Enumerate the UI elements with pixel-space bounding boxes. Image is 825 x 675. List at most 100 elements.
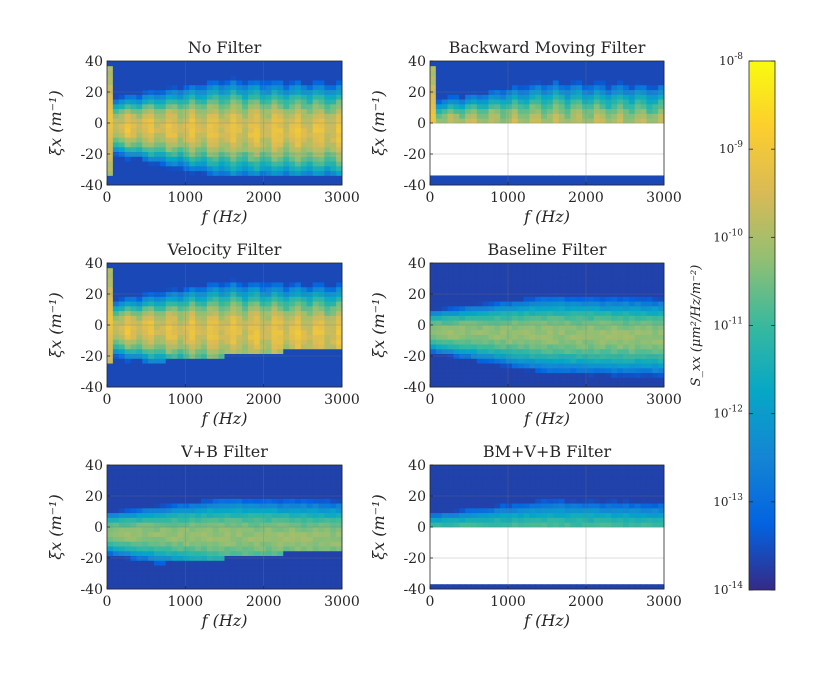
heatmap-cell	[652, 305, 659, 312]
heatmap-cell	[212, 127, 220, 133]
heatmap-cell	[112, 377, 120, 383]
heatmap-cell	[430, 70, 437, 76]
heatmap-cell	[453, 367, 460, 374]
heatmap-cell	[277, 89, 284, 95]
heatmap-cell	[488, 334, 495, 340]
heatmap-cell	[646, 310, 653, 316]
heatmap-cell	[318, 113, 325, 119]
heatmap-cell	[587, 348, 595, 355]
heatmap-cell	[535, 358, 542, 364]
heatmap-cell	[558, 382, 565, 388]
heatmap-cell	[124, 123, 131, 129]
heatmap-cell	[330, 550, 337, 557]
heatmap-cell	[177, 156, 184, 162]
heatmap-cell	[136, 286, 143, 293]
heatmap-cell	[494, 353, 501, 359]
heatmap-cell	[277, 579, 284, 585]
heatmap-cell	[124, 99, 131, 105]
heatmap-cell	[130, 479, 137, 485]
heatmap-cell	[587, 320, 595, 326]
heatmap-cell	[430, 503, 437, 509]
heatmap-cell	[265, 132, 272, 138]
x-axis-label: f (Hz)	[201, 611, 248, 630]
heatmap-cell	[283, 372, 290, 378]
heatmap-cell	[652, 382, 659, 388]
heatmap-cell	[535, 267, 542, 273]
heatmap-cell	[300, 358, 308, 364]
heatmap-cell	[582, 175, 589, 181]
heatmap-cell	[482, 348, 489, 355]
heatmap-cell	[312, 474, 319, 480]
heatmap-cell	[224, 286, 231, 293]
heatmap-cell	[529, 75, 536, 81]
heatmap-cell	[112, 334, 120, 340]
heatmap-cell	[112, 118, 120, 124]
heatmap-cell	[599, 80, 606, 86]
heatmap-cell	[295, 123, 302, 129]
heatmap-cell	[159, 296, 167, 302]
heatmap-cell	[142, 555, 149, 561]
heatmap-cell	[230, 339, 237, 345]
heatmap-cell	[159, 80, 167, 86]
heatmap-cell	[640, 94, 647, 100]
heatmap-cell	[224, 569, 231, 576]
heatmap-cell	[324, 75, 331, 81]
heatmap-cell	[430, 358, 437, 364]
heatmap-cell	[148, 282, 155, 288]
heatmap-cell	[183, 555, 190, 561]
heatmap-cell	[628, 310, 636, 316]
heatmap-cell	[242, 137, 249, 143]
heatmap-cell	[124, 84, 131, 91]
heatmap-cell	[500, 358, 507, 364]
heatmap-cell	[599, 377, 606, 383]
heatmap-cell	[171, 503, 178, 509]
heatmap-cell	[171, 465, 178, 471]
heatmap-cell	[177, 382, 184, 388]
heatmap-cell	[324, 146, 331, 153]
heatmap-cell	[529, 329, 536, 335]
heatmap-cell	[154, 180, 161, 186]
heatmap-cell	[646, 118, 653, 124]
heatmap-cell	[142, 536, 149, 542]
heatmap-cell	[617, 80, 624, 86]
heatmap-cell	[576, 84, 583, 91]
heatmap-cell	[623, 339, 630, 345]
heatmap-cell	[593, 89, 601, 95]
heatmap-cell	[195, 569, 202, 576]
heatmap-cell	[500, 70, 507, 76]
grid	[430, 61, 664, 185]
x-tick-label: 1000	[168, 392, 204, 408]
heatmap-cell	[224, 75, 231, 81]
heatmap-cell	[165, 465, 173, 471]
heatmap-cell	[136, 550, 143, 557]
heatmap-cell	[605, 277, 612, 283]
heatmap-cell	[570, 377, 577, 383]
heatmap-cell	[165, 94, 173, 100]
heatmap-cell	[253, 156, 261, 162]
heatmap-cell	[159, 560, 167, 566]
heatmap-cell	[459, 89, 466, 95]
heatmap-cell	[453, 108, 460, 114]
heatmap-cell	[570, 75, 577, 81]
heatmap-cell	[118, 377, 126, 383]
heatmap-cell	[300, 465, 308, 471]
heatmap-cell	[312, 94, 319, 100]
heatmap-cell	[230, 344, 237, 350]
heatmap-cell	[552, 367, 560, 374]
heatmap-cell	[312, 282, 319, 288]
heatmap-cell	[130, 550, 137, 557]
heatmap-cell	[336, 170, 343, 176]
heatmap-cell	[124, 474, 131, 480]
heatmap-cell	[476, 372, 484, 378]
heatmap-cell	[118, 113, 126, 119]
heatmap-cell	[124, 137, 131, 143]
heatmap-cell	[488, 367, 495, 374]
heatmap-cell	[640, 334, 647, 340]
heatmap-cell	[570, 61, 577, 67]
heatmap-cell	[224, 267, 231, 273]
heatmap-cell	[130, 569, 137, 576]
heatmap-cell	[171, 325, 178, 331]
heatmap-cell	[118, 536, 126, 542]
heatmap-cell	[130, 70, 137, 76]
heatmap-cell	[271, 550, 278, 557]
